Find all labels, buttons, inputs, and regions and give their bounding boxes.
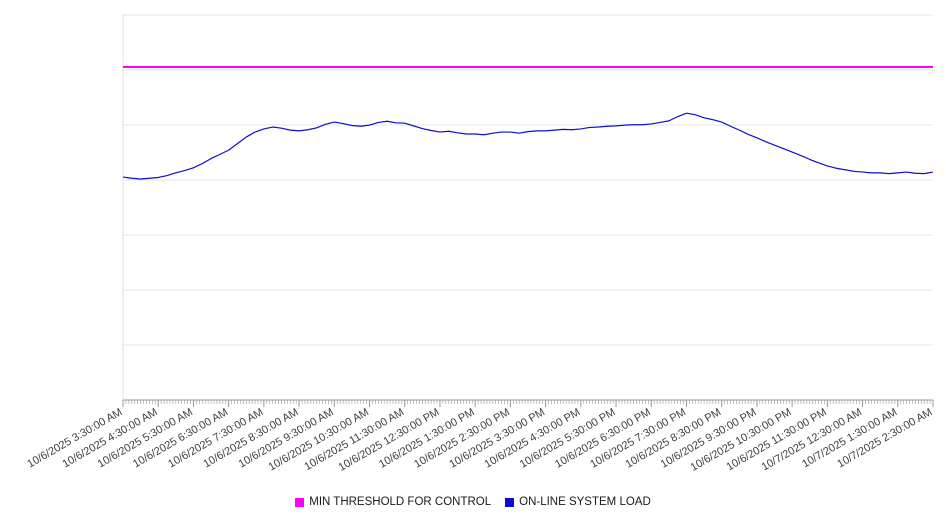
chart-legend: MIN THRESHOLD FOR CONTROL ON-LINE SYSTEM… [0, 496, 946, 508]
legend-swatch-min-threshold [295, 497, 305, 507]
x-axis-minor-ticks [122, 400, 934, 404]
x-axis-major-ticks [122, 400, 934, 407]
legend-label-online-system-load: ON-LINE SYSTEM LOAD [519, 496, 651, 508]
legend-swatch-online-system-load [505, 497, 515, 507]
legend-item-online-system-load[interactable]: ON-LINE SYSTEM LOAD [505, 496, 651, 508]
gridlines [122, 14, 933, 400]
legend-item-min-threshold[interactable]: MIN THRESHOLD FOR CONTROL [295, 496, 491, 508]
online-system-load-line [122, 112, 934, 180]
legend-label-min-threshold: MIN THRESHOLD FOR CONTROL [309, 496, 492, 508]
